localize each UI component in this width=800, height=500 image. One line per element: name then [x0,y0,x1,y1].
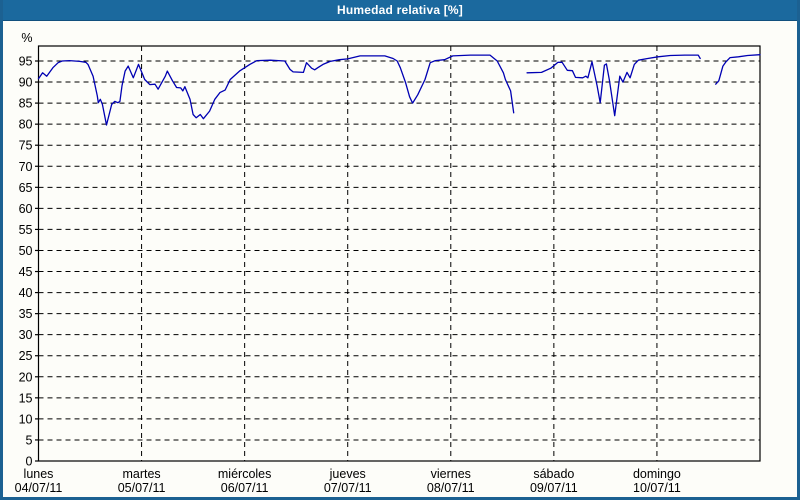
svg-text:15: 15 [19,391,33,405]
day-name: jueves [329,467,366,481]
svg-text:30: 30 [19,328,33,342]
svg-text:35: 35 [19,307,33,321]
svg-text:65: 65 [19,181,33,195]
svg-text:5: 5 [26,433,33,447]
svg-text:55: 55 [19,223,33,237]
svg-text:20: 20 [19,370,33,384]
svg-text:75: 75 [19,139,33,153]
day-date: 08/07/11 [427,481,475,495]
day-name: lunes [24,467,54,481]
svg-text:60: 60 [19,202,33,216]
svg-text:45: 45 [19,265,33,279]
day-date: 09/07/11 [530,481,578,495]
day-name: miércoles [218,467,272,481]
grid [38,46,760,461]
day-date: 10/07/11 [633,481,681,495]
day-date: 04/07/11 [15,481,63,495]
humidity-series [37,54,761,126]
svg-text:25: 25 [19,349,33,363]
day-date: 07/07/11 [324,481,372,495]
svg-text:40: 40 [19,286,33,300]
svg-text:95: 95 [19,55,33,69]
chart-title: Humedad relativa [%] [336,3,464,17]
chart-area: 0 5 10 15 20 25 30 35 40 45 50 55 60 65 70 75 80 85 90 95% l… [3,21,797,497]
y-axis-unit: % [21,31,32,45]
svg-text:90: 90 [19,76,33,90]
svg-text:70: 70 [19,160,33,174]
y-axis-labels: 0 5 10 15 20 25 30 35 40 45 50 55 60 65 70 75 80 85 90 95 [19,55,39,469]
svg-text:0: 0 [26,455,33,469]
day-date: 06/07/11 [221,481,269,495]
svg-text:80: 80 [19,118,33,132]
day-date: 05/07/11 [118,481,166,495]
day-name: sábado [533,467,574,481]
day-name: viernes [431,467,471,481]
plot-border [37,45,761,462]
svg-text:85: 85 [19,97,33,111]
svg-text:10: 10 [19,412,33,426]
svg-text:50: 50 [19,244,33,258]
chart-title-bar: Humedad relativa [%] [3,0,797,21]
day-name: martes [122,467,160,481]
humidity-line-chart: 0 5 10 15 20 25 30 35 40 45 50 55 60 65 70 75 80 85 90 95% l… [15,31,761,495]
day-name: domingo [633,467,681,481]
